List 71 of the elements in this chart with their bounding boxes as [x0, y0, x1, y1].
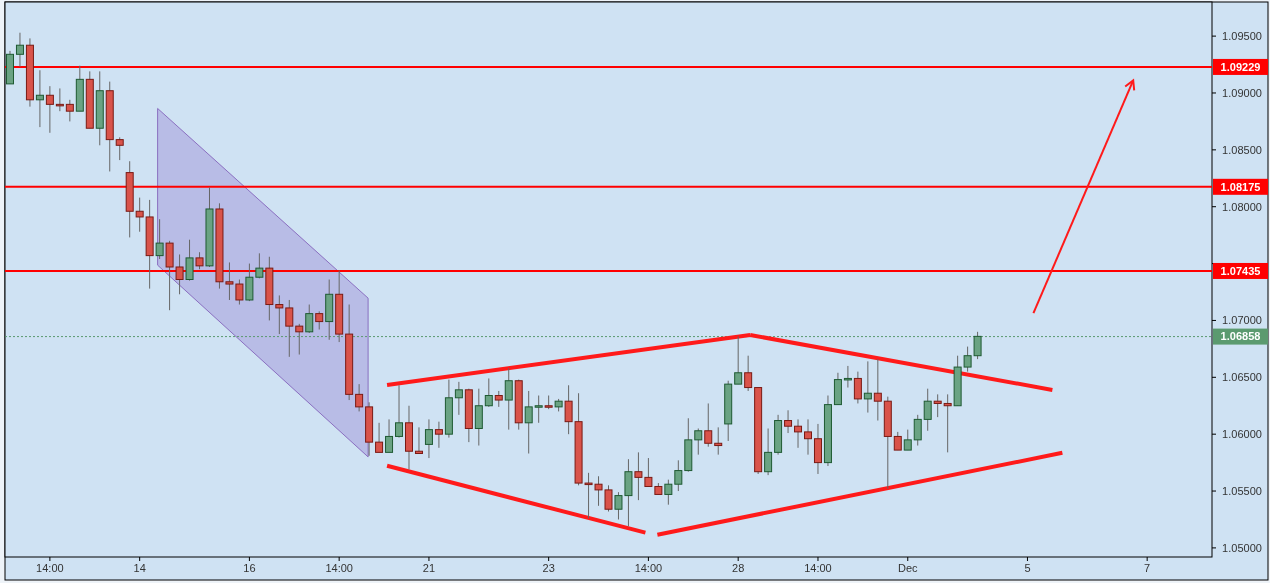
candlestick	[375, 422, 384, 453]
x-tick-label: 14:00	[325, 562, 353, 574]
y-tick-label: 1.06000	[1222, 428, 1262, 441]
candlestick	[504, 367, 513, 431]
candlestick	[35, 69, 44, 128]
candlestick	[315, 310, 324, 331]
candlestick	[784, 409, 793, 434]
candlestick	[843, 365, 852, 389]
candlestick	[295, 323, 304, 356]
x-tick-label: 14:00	[804, 562, 832, 574]
candlestick	[863, 360, 872, 414]
candlestick	[923, 388, 932, 432]
candlestick	[734, 335, 743, 385]
x-tick-label: 21	[422, 562, 436, 574]
candlestick	[524, 390, 533, 455]
x-tick-label: 14:00	[634, 562, 663, 574]
candlestick	[913, 414, 922, 447]
candlestick	[285, 299, 294, 358]
y-tick-label: 1.05000	[1222, 541, 1262, 554]
x-tick-label: 16	[243, 562, 256, 574]
y-tick-label: 1.08500	[1222, 143, 1262, 156]
candlestick	[454, 381, 463, 416]
y-tick-label: 1.09000	[1222, 86, 1262, 99]
candlestick	[395, 384, 404, 439]
ref-line-label: 1.08175	[1220, 180, 1261, 193]
candlestick	[155, 218, 164, 260]
x-tick-label: 14:00	[36, 562, 64, 574]
candlestick	[804, 418, 812, 456]
y-tick-label: 1.09500	[1222, 29, 1262, 42]
candlestick	[704, 402, 713, 448]
candlestick	[893, 431, 902, 451]
y-tick-label: 1.07000	[1222, 314, 1262, 327]
candlestick	[305, 304, 314, 334]
candlestick	[424, 418, 433, 459]
candlestick	[385, 418, 394, 453]
candlestick	[355, 383, 364, 412]
candlestick	[275, 294, 284, 335]
candlestick	[484, 377, 493, 408]
candlestick	[873, 358, 882, 422]
candlestick	[65, 99, 74, 122]
candlestick	[744, 355, 753, 392]
candlestick	[55, 87, 64, 112]
x-tick-label: 23	[542, 562, 555, 574]
candlestick	[903, 429, 912, 451]
ref-line-label: 1.09229	[1220, 60, 1261, 73]
candlestick	[45, 85, 54, 134]
candlestick	[714, 426, 723, 456]
x-tick-label: 7	[1144, 562, 1151, 574]
candlestick	[813, 423, 822, 475]
candlestick	[933, 393, 942, 418]
ref-line-label: 1.06858	[1220, 330, 1261, 343]
candlestick	[414, 426, 423, 455]
y-tick-label: 1.06500	[1222, 371, 1262, 384]
candlestick	[853, 371, 862, 404]
candlestick	[694, 427, 703, 456]
y-tick-label: 1.08000	[1222, 200, 1262, 213]
candlestick	[794, 418, 803, 449]
x-tick-label: 5	[1024, 562, 1031, 574]
candlestick	[185, 239, 194, 282]
y-tick-label: 1.05500	[1222, 484, 1262, 497]
candlestick	[943, 393, 952, 453]
candlestick	[15, 32, 24, 68]
x-tick-label: Dec	[897, 562, 919, 574]
candlestick	[474, 388, 483, 447]
candlestick	[115, 136, 124, 161]
candlestick	[764, 427, 773, 476]
x-tick-label: 28	[732, 562, 745, 574]
ref-line-label: 1.07435	[1220, 264, 1261, 277]
candlestick	[434, 421, 443, 449]
candlestick	[534, 395, 543, 424]
x-tick-label: 14	[133, 562, 146, 574]
